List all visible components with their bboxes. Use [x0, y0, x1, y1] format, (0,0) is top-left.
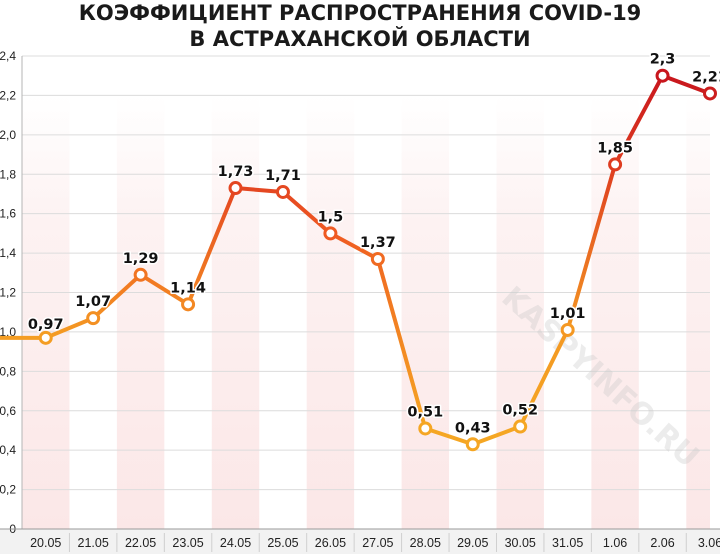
stripe: [22, 96, 70, 529]
y-tick-label: 2,0: [0, 128, 16, 142]
series-segment: [518, 327, 570, 429]
y-tick-label: 0,8: [0, 364, 16, 378]
x-tick-label: 24.05: [220, 536, 251, 550]
x-tick-label: 29.05: [457, 536, 488, 550]
y-tick-label: 2,2: [0, 88, 16, 102]
data-point: [703, 86, 717, 101]
data-point: [513, 419, 528, 434]
stripe: [116, 96, 165, 529]
data-label: 1,85: [597, 140, 633, 156]
data-label: 0,43: [455, 420, 491, 436]
y-tick-label: 0,6: [0, 404, 16, 418]
x-tick-label: 20.05: [30, 536, 61, 550]
data-label: 2,21: [692, 69, 720, 85]
data-point: [38, 330, 53, 345]
data-label: 2,3: [650, 52, 676, 68]
data-point: [275, 184, 290, 199]
data-label: 1,71: [265, 168, 301, 184]
series-segment: [375, 256, 428, 431]
gridlines: [21, 55, 710, 530]
y-tick-label: 1,0: [0, 325, 16, 339]
x-tick-label: 26.05: [315, 536, 346, 550]
data-label: 0,52: [502, 403, 538, 419]
x-axis-ticks: 20.05 21.05 22.05 23.05 24.05 25.05 26.05 27.05…: [0, 528, 720, 552]
data-label: 1,5: [318, 209, 344, 225]
x-tick-label: 27.05: [362, 536, 393, 550]
x-tick-label: 2.06: [650, 536, 674, 550]
y-tick-label: 1,2: [0, 286, 16, 300]
y-tick-label: 1,6: [0, 207, 16, 221]
data-point: [228, 181, 243, 196]
y-axis-ticks: 00,20,40,60,81,01,21,41,61,82,02,22,4: [0, 49, 16, 536]
x-tick-label: 23.05: [172, 536, 203, 550]
y-tick-label: 1,4: [0, 246, 16, 260]
series-segment: [138, 272, 191, 307]
y-tick-label: 0,4: [0, 443, 16, 457]
series-segment: [328, 231, 380, 261]
stripe: [211, 96, 260, 529]
stripe: [401, 96, 450, 529]
data-label: 1,29: [123, 251, 159, 267]
x-tick-label: 31.05: [552, 536, 583, 550]
data-point: [181, 297, 196, 312]
x-axis-band: [0, 529, 720, 554]
data-labels: 0,97 1,07 1,29 1,14 1,73 1,71 1,5 1,37 0,51 0,43 0…: [26, 50, 720, 438]
data-label: 0,97: [28, 317, 64, 333]
x-tick-label: 22.05: [125, 536, 156, 550]
data-point: [560, 322, 575, 337]
x-tick-label: 28.05: [410, 536, 441, 550]
data-point: [655, 68, 670, 83]
data-point: [465, 437, 480, 452]
series-points: [38, 68, 717, 452]
x-tick-label: 3.06: [698, 536, 720, 550]
series-segment: [470, 424, 523, 447]
stripe: [686, 96, 710, 529]
series-segment: [613, 73, 665, 167]
data-point: [86, 311, 101, 326]
data-point: [418, 421, 433, 436]
y-tick-label: 0,2: [0, 483, 16, 497]
data-label: 1,37: [360, 235, 396, 251]
data-point: [608, 157, 623, 172]
y-tick-label: 1,8: [0, 167, 16, 181]
data-point: [370, 251, 385, 266]
series-segment: [280, 189, 333, 236]
y-tick-label: 2,4: [0, 49, 16, 63]
x-tick-label: 21.05: [78, 536, 109, 550]
series-segment: [423, 426, 475, 447]
data-label: 1,73: [218, 164, 254, 180]
chart-title-line-2: В АСТРАХАНСКОЙ ОБЛАСТИ: [189, 26, 530, 51]
data-label: 1,07: [75, 294, 111, 310]
data-point: [323, 226, 338, 241]
data-label: 0,51: [407, 404, 443, 420]
series-segment: [91, 272, 143, 321]
data-point: [133, 267, 148, 282]
series-segment: [186, 186, 238, 307]
series-segment: [660, 73, 712, 96]
stripe: [496, 96, 544, 529]
x-tick-label: 1.06: [603, 536, 627, 550]
data-label: 1,01: [550, 306, 586, 322]
series-line: [0, 73, 712, 447]
series-segment: [565, 162, 618, 332]
column-stripes: [22, 96, 710, 529]
data-label: 1,14: [170, 280, 206, 296]
x-tick-label: 30.05: [505, 536, 536, 550]
series-segment: [233, 186, 285, 194]
stripe: [306, 96, 355, 529]
series-segment: [43, 316, 96, 340]
chart-title-line-1: КОЭФФИЦИЕНТ РАСПРОСТРАНЕНИЯ COVID-19: [79, 1, 642, 25]
x-tick-label: 25.05: [267, 536, 298, 550]
